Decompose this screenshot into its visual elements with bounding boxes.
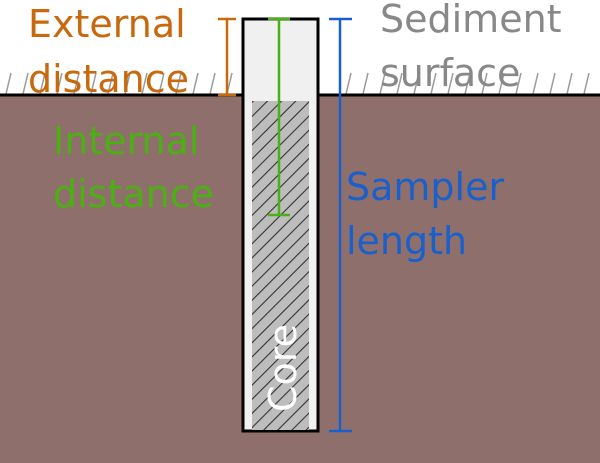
surface-tick bbox=[515, 72, 522, 95]
external-distance-line2: distance bbox=[28, 57, 189, 101]
surface-tick bbox=[345, 72, 352, 95]
internal-distance-label: Internal distance bbox=[53, 119, 214, 216]
external-distance-line1: External bbox=[28, 2, 186, 46]
core-label: Core bbox=[261, 324, 305, 412]
surface-tick bbox=[39, 72, 46, 95]
surface-tick bbox=[549, 72, 556, 95]
internal-distance-bracket bbox=[268, 17, 290, 217]
sampler-length-line1: Sampler bbox=[346, 165, 504, 209]
internal-distance-line2: distance bbox=[53, 172, 214, 216]
surface-tick bbox=[90, 72, 97, 95]
surface-tick bbox=[532, 72, 539, 95]
surface-tick bbox=[5, 72, 12, 95]
surface-tick bbox=[583, 72, 590, 95]
surface-tick bbox=[209, 72, 216, 95]
sediment-core bbox=[252, 101, 309, 430]
surface-tick bbox=[56, 72, 63, 95]
sampler-length-bracket bbox=[329, 17, 352, 433]
surface-tick bbox=[498, 72, 505, 95]
surface-tick bbox=[430, 72, 437, 95]
surface-tick bbox=[73, 72, 80, 95]
surface-tick bbox=[22, 72, 29, 95]
surface-tick bbox=[464, 72, 471, 95]
surface-tick bbox=[107, 72, 114, 95]
surface-tick bbox=[379, 72, 386, 95]
surface-tick bbox=[413, 72, 420, 95]
sediment-surface-ticks bbox=[5, 72, 590, 95]
sampler-length-label: Sampler length bbox=[346, 165, 516, 263]
surface-tick bbox=[141, 72, 148, 95]
sediment-surface-line1: Sediment bbox=[380, 0, 562, 41]
surface-tick bbox=[192, 72, 199, 95]
surface-tick bbox=[362, 72, 369, 95]
external-distance-label: External distance bbox=[28, 2, 198, 101]
surface-tick bbox=[396, 72, 403, 95]
external-distance-bracket bbox=[218, 17, 236, 97]
sediment-surface-label: Sediment surface bbox=[380, 0, 574, 95]
surface-tick bbox=[447, 72, 454, 95]
sampler-length-line2: length bbox=[346, 219, 467, 263]
sediment-surface-line2: surface bbox=[380, 51, 520, 95]
surface-tick bbox=[481, 72, 488, 95]
surface-tick bbox=[175, 72, 182, 95]
surface-tick bbox=[124, 72, 131, 95]
surface-tick bbox=[158, 72, 165, 95]
surface-tick bbox=[566, 72, 573, 95]
internal-distance-line1: Internal bbox=[53, 119, 199, 163]
